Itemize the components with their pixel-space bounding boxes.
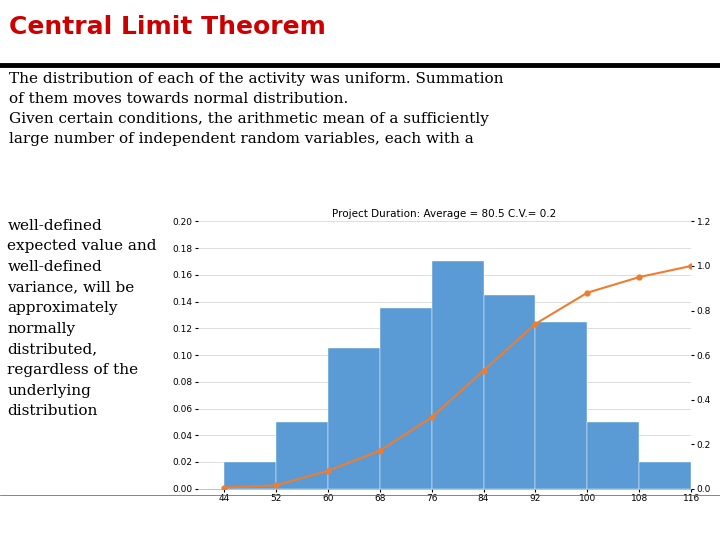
Text: Jan.-2016: Jan.-2016 — [443, 515, 503, 526]
Text: 5: 5 — [693, 514, 702, 528]
Bar — [276, 422, 328, 489]
Bar — [639, 462, 691, 489]
Text: Central Limit Theorem: Central Limit Theorem — [9, 15, 325, 39]
Bar — [536, 322, 588, 489]
Bar — [328, 348, 379, 489]
Bar — [484, 295, 536, 489]
Bar — [431, 261, 484, 489]
Text: The distribution of each of the activity was uniform. Summation
of them moves to: The distribution of each of the activity… — [9, 72, 503, 146]
Text: Ardavan Asef-Vaziri: Ardavan Asef-Vaziri — [317, 515, 438, 526]
Bar — [588, 422, 639, 489]
Bar — [224, 462, 276, 489]
Bar — [379, 308, 431, 489]
Text: Basics Probability Distributions- Uniform: Basics Probability Distributions- Unifor… — [9, 515, 268, 526]
Title: Project Duration: Average = 80.5 C.V.= 0.2: Project Duration: Average = 80.5 C.V.= 0… — [333, 209, 557, 219]
Text: well-defined
expected value and
well-defined
variance, will be
approximately
nor: well-defined expected value and well-def… — [7, 219, 157, 418]
